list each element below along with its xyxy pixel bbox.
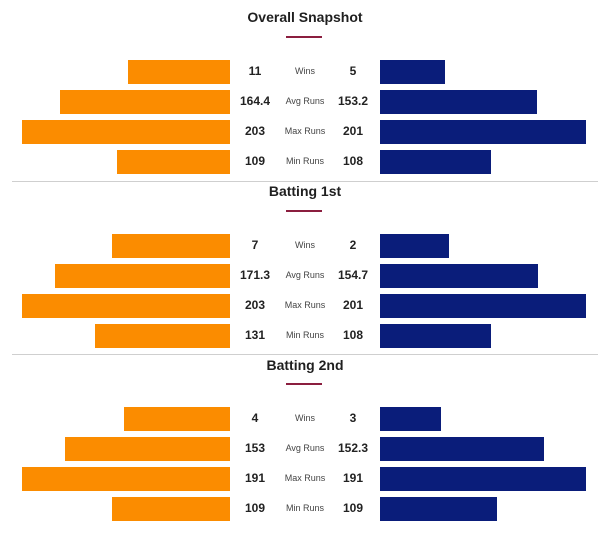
left-team-value: 164.4 (239, 94, 271, 108)
right-team-value: 201 (342, 124, 364, 138)
stat-label: Max Runs (284, 473, 326, 483)
left-team-value: 171.3 (239, 268, 271, 282)
right-team-bar (380, 90, 537, 114)
left-team-value: 7 (251, 238, 259, 252)
stat-row-min-runs: 109 Min Runs 109 (0, 497, 598, 521)
left-team-value: 153 (244, 441, 266, 455)
stat-label: Avg Runs (285, 270, 325, 280)
right-team-bar (380, 437, 544, 461)
stat-label: Max Runs (284, 300, 326, 310)
stat-row-min-runs: 109 Min Runs 108 (0, 150, 598, 174)
left-team-value: 131 (244, 328, 266, 342)
left-team-value: 4 (251, 411, 259, 425)
left-team-bar (22, 120, 230, 144)
left-team-bar (95, 324, 230, 348)
title-underline (286, 383, 322, 385)
left-team-bar (128, 60, 230, 84)
right-team-value: 153.2 (337, 94, 369, 108)
stat-row-avg-runs: 164.4 Avg Runs 153.2 (0, 90, 598, 114)
stat-row-wins: 4 Wins 3 (0, 407, 598, 431)
stat-label: Avg Runs (285, 96, 325, 106)
stat-label: Min Runs (285, 503, 324, 513)
stat-label: Wins (295, 66, 315, 76)
stat-label: Avg Runs (285, 443, 325, 453)
stat-row-min-runs: 131 Min Runs 108 (0, 324, 598, 348)
right-team-bar (380, 407, 441, 431)
left-team-bar (124, 407, 230, 431)
right-team-value: 109 (342, 501, 364, 515)
stat-label: Wins (295, 413, 315, 423)
section-divider (12, 354, 598, 355)
section-divider (12, 181, 598, 182)
right-team-bar (380, 234, 449, 258)
right-team-value: 152.3 (337, 441, 369, 455)
left-team-bar (65, 437, 230, 461)
stat-label: Wins (295, 240, 315, 250)
stat-row-max-runs: 191 Max Runs 191 (0, 467, 598, 491)
left-team-bar (55, 264, 230, 288)
stat-label: Min Runs (285, 330, 324, 340)
left-team-bar (112, 234, 230, 258)
stat-row-avg-runs: 153 Avg Runs 152.3 (0, 437, 598, 461)
right-team-value: 2 (349, 238, 357, 252)
right-team-value: 154.7 (337, 268, 369, 282)
section-title: Overall Snapshot (247, 9, 363, 25)
right-team-bar (380, 467, 586, 491)
stat-row-avg-runs: 171.3 Avg Runs 154.7 (0, 264, 598, 288)
left-team-value: 109 (244, 154, 266, 168)
stat-label: Max Runs (284, 126, 326, 136)
left-team-value: 191 (244, 471, 266, 485)
right-team-bar (380, 264, 538, 288)
left-team-bar (112, 497, 230, 521)
right-team-bar (380, 324, 491, 348)
stat-row-max-runs: 203 Max Runs 201 (0, 120, 598, 144)
left-team-bar (22, 294, 230, 318)
stat-row-wins: 7 Wins 2 (0, 234, 598, 258)
right-team-value: 3 (349, 411, 357, 425)
right-team-value: 201 (342, 298, 364, 312)
right-team-bar (380, 120, 586, 144)
stat-row-wins: 11 Wins 5 (0, 60, 598, 84)
right-team-value: 108 (342, 328, 364, 342)
left-team-bar (60, 90, 230, 114)
right-team-value: 191 (342, 471, 364, 485)
section-title: Batting 1st (268, 183, 342, 199)
right-team-bar (380, 294, 586, 318)
title-underline (286, 210, 322, 212)
left-team-bar (117, 150, 230, 174)
section-title: Batting 2nd (266, 357, 344, 373)
right-team-bar (380, 497, 497, 521)
stat-row-max-runs: 203 Max Runs 201 (0, 294, 598, 318)
left-team-value: 109 (244, 501, 266, 515)
right-team-value: 5 (349, 64, 357, 78)
stat-label: Min Runs (285, 156, 324, 166)
left-team-value: 11 (248, 64, 262, 78)
right-team-value: 108 (342, 154, 364, 168)
left-team-value: 203 (244, 298, 266, 312)
title-underline (286, 36, 322, 38)
left-team-value: 203 (244, 124, 266, 138)
right-team-bar (380, 60, 445, 84)
left-team-bar (22, 467, 230, 491)
right-team-bar (380, 150, 491, 174)
